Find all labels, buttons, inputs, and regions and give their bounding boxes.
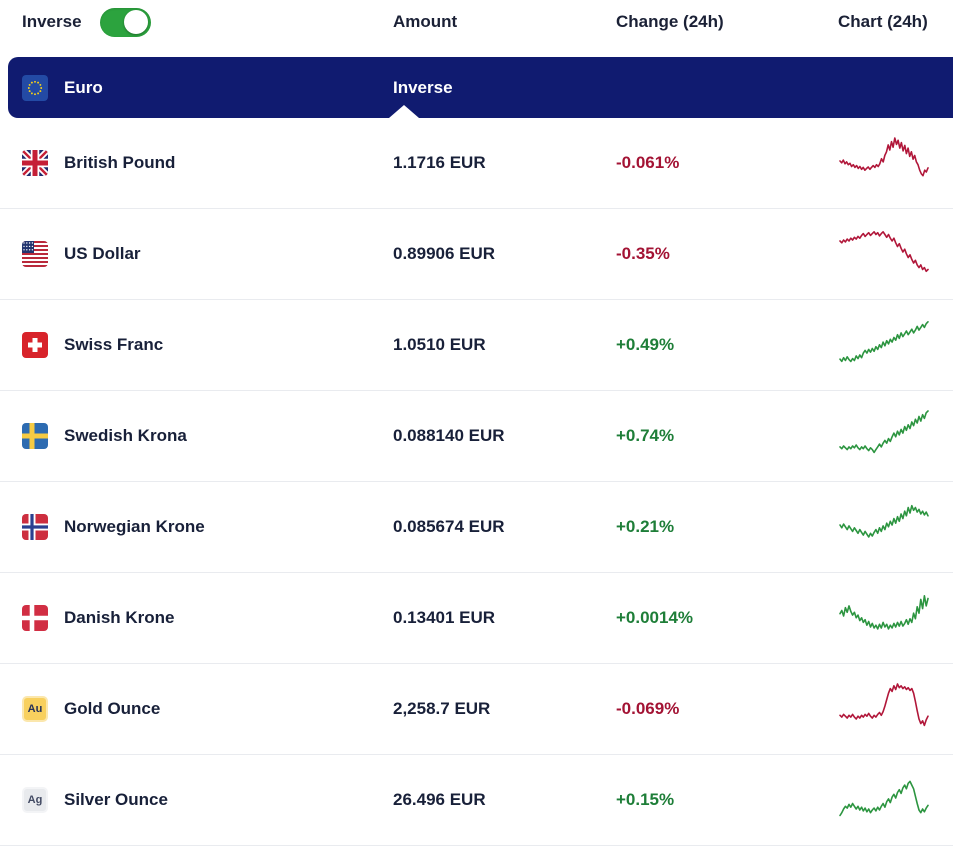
flag-ch-icon <box>22 332 48 358</box>
base-amount-label: Inverse <box>393 77 453 97</box>
currency-row-us[interactable]: US Dollar 0.89906 EUR -0.35% <box>0 209 953 300</box>
currency-row-no[interactable]: Norwegian Krone 0.085674 EUR +0.21% <box>0 482 953 573</box>
flag-gb-icon <box>22 150 48 176</box>
base-currency-name: Euro <box>64 77 103 97</box>
currency-change: -0.069% <box>616 699 680 718</box>
currency-amount: 0.89906 EUR <box>393 244 496 263</box>
sparkline-chart <box>838 316 953 375</box>
column-header-chart: Chart (24h) <box>838 12 928 31</box>
currency-change: +0.21% <box>616 517 675 536</box>
currency-change: +0.15% <box>616 790 675 809</box>
currency-change: +0.49% <box>616 335 675 354</box>
flag-no-icon <box>22 514 48 540</box>
currency-rows: British Pound 1.1716 EUR -0.061% US Doll… <box>0 118 953 846</box>
currency-amount: 1.1716 EUR <box>393 153 486 172</box>
sparkline-chart <box>838 589 953 648</box>
currency-name: Norwegian Krone <box>64 517 205 536</box>
currency-row-dk[interactable]: Danish Krone 0.13401 EUR +0.0014% <box>0 573 953 664</box>
currency-row-se[interactable]: Swedish Krona 0.088140 EUR +0.74% <box>0 391 953 482</box>
currency-row-ch[interactable]: Swiss Franc 1.0510 EUR +0.49% <box>0 300 953 391</box>
badge-au-icon: Au <box>22 696 48 722</box>
currency-change: -0.061% <box>616 153 680 172</box>
table-header: Inverse Amount Change (24h) Chart (24h) <box>0 0 953 44</box>
column-header-amount: Amount <box>393 12 458 31</box>
flag-se-icon <box>22 423 48 449</box>
sparkline-chart <box>838 680 953 739</box>
sparkline-chart <box>838 134 953 193</box>
currency-change: -0.35% <box>616 244 670 263</box>
currency-amount: 1.0510 EUR <box>393 335 486 354</box>
inverse-control: Inverse <box>0 7 393 37</box>
currency-row-au[interactable]: Au Gold Ounce 2,258.7 EUR -0.069% <box>0 664 953 755</box>
inverse-toggle-label: Inverse <box>22 12 82 31</box>
currency-name: Swiss Franc <box>64 335 164 354</box>
base-currency-banner[interactable]: Euro Inverse <box>8 57 953 118</box>
sparkline-chart <box>838 498 953 557</box>
currency-name: Swedish Krona <box>64 426 187 445</box>
currency-name: British Pound <box>64 153 176 172</box>
flag-eu-icon <box>22 74 48 101</box>
banner-notch <box>389 105 419 118</box>
flag-us-icon <box>22 241 48 267</box>
currency-amount: 2,258.7 EUR <box>393 699 491 718</box>
currency-amount: 0.085674 EUR <box>393 517 505 536</box>
column-header-change: Change (24h) <box>616 12 724 31</box>
currency-name: Danish Krone <box>64 608 175 627</box>
currency-name: Silver Ounce <box>64 790 168 809</box>
flag-dk-icon <box>22 605 48 631</box>
badge-ag-icon: Ag <box>22 787 48 813</box>
toggle-knob-icon <box>123 10 148 34</box>
currency-row-gb[interactable]: British Pound 1.1716 EUR -0.061% <box>0 118 953 209</box>
sparkline-chart <box>838 407 953 466</box>
currency-change: +0.74% <box>616 426 675 445</box>
currency-name: US Dollar <box>64 244 141 263</box>
currency-amount: 0.13401 EUR <box>393 608 496 627</box>
currency-amount: 26.496 EUR <box>393 790 486 809</box>
currency-change: +0.0014% <box>616 608 694 627</box>
sparkline-chart <box>838 225 953 284</box>
currency-name: Gold Ounce <box>64 699 161 718</box>
sparkline-chart <box>838 771 953 830</box>
currency-amount: 0.088140 EUR <box>393 426 505 445</box>
currency-row-ag[interactable]: Ag Silver Ounce 26.496 EUR +0.15% <box>0 755 953 846</box>
inverse-toggle[interactable] <box>99 7 151 37</box>
